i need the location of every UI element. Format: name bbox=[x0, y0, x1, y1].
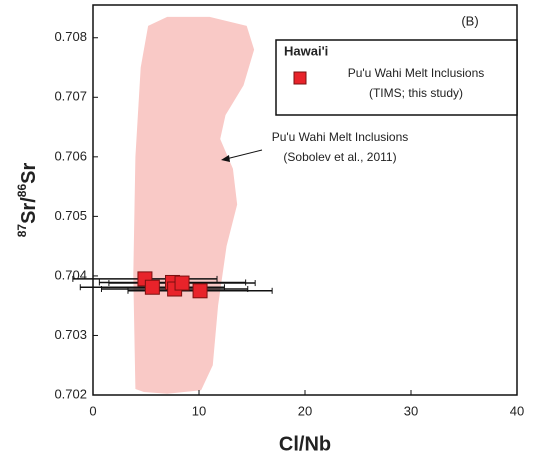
y-tick-label: 0.708 bbox=[54, 29, 87, 44]
x-tick-label: 30 bbox=[404, 403, 418, 418]
y-tick-label: 0.702 bbox=[54, 386, 87, 401]
y-tick-label: 0.706 bbox=[54, 148, 87, 163]
point bbox=[174, 275, 190, 291]
x-axis-label: Cl/Nb bbox=[279, 433, 331, 455]
y-tick-label: 0.704 bbox=[54, 267, 87, 282]
x-tick-label: 10 bbox=[192, 403, 206, 418]
legend-label: Pu'u Wahi Melt Inclusions bbox=[348, 66, 485, 80]
y-label-part: Sr bbox=[18, 163, 40, 184]
y-tick-label: 0.707 bbox=[54, 89, 87, 104]
point bbox=[192, 283, 208, 299]
legend-label: (TIMS; this study) bbox=[369, 86, 463, 100]
y-tick-label: 0.705 bbox=[54, 208, 87, 223]
y-axis-label: 87Sr/86Sr bbox=[15, 163, 40, 238]
annotation-text: (Sobolev et al., 2011) bbox=[283, 150, 396, 164]
y-tick-label: 0.703 bbox=[54, 327, 87, 342]
y-label-part: 86 bbox=[15, 184, 29, 198]
annotation-text: Pu'u Wahi Melt Inclusions bbox=[272, 130, 409, 144]
point bbox=[144, 279, 160, 295]
legend-box bbox=[275, 39, 518, 116]
shaded-region bbox=[133, 16, 255, 394]
annotation-arrow bbox=[225, 149, 263, 160]
x-tick-label: 20 bbox=[298, 403, 312, 418]
legend-marker bbox=[293, 71, 307, 85]
x-tick-label: 0 bbox=[89, 403, 96, 418]
arrow-head bbox=[221, 155, 230, 162]
y-label-part: 87 bbox=[15, 224, 29, 238]
x-tick-label: 40 bbox=[510, 403, 524, 418]
legend-title: Hawai'i bbox=[284, 43, 328, 58]
panel-label: (B) bbox=[461, 13, 478, 28]
y-label-part: Sr/ bbox=[18, 197, 40, 224]
